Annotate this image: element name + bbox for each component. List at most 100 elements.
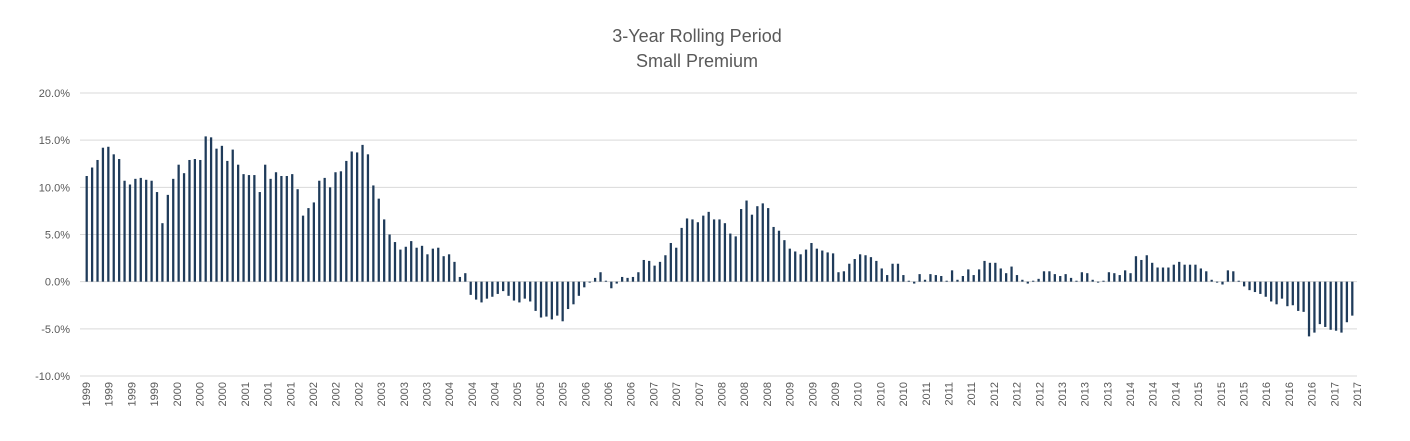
bar xyxy=(967,269,970,282)
bar xyxy=(123,180,126,282)
bar xyxy=(1194,264,1197,282)
bar xyxy=(1080,272,1083,282)
bar xyxy=(361,144,364,282)
x-tick-label: 2001 xyxy=(240,382,252,406)
bar xyxy=(956,279,959,282)
bar xyxy=(220,145,224,282)
bar xyxy=(875,260,878,282)
bar xyxy=(437,247,440,282)
bar xyxy=(572,281,575,305)
bar xyxy=(729,233,732,282)
bar xyxy=(1091,279,1094,282)
bar xyxy=(680,227,683,282)
bar xyxy=(426,254,429,282)
bar xyxy=(972,275,975,282)
bar xyxy=(1021,279,1024,282)
bar xyxy=(1005,273,1008,282)
bar xyxy=(339,171,343,282)
bar xyxy=(994,262,997,282)
bar xyxy=(307,208,310,282)
bar xyxy=(101,147,105,282)
x-tick-label: 2002 xyxy=(308,382,320,406)
bar xyxy=(512,281,516,301)
bar xyxy=(767,208,770,282)
x-tick-label: 2011 xyxy=(921,382,933,406)
x-tick-label: 2017 xyxy=(1329,382,1341,406)
bar xyxy=(1253,281,1257,293)
bar xyxy=(269,178,272,282)
bar xyxy=(783,240,786,282)
bar xyxy=(1199,268,1202,282)
bar xyxy=(1280,281,1284,299)
bar xyxy=(1188,264,1192,282)
x-tick-label: 2013 xyxy=(1102,382,1114,406)
x-tick-label: 2015 xyxy=(1193,382,1205,406)
bar xyxy=(145,179,148,282)
bar xyxy=(988,262,992,282)
bar xyxy=(107,146,110,282)
bar xyxy=(961,276,965,282)
bar xyxy=(264,164,267,282)
bar xyxy=(1237,280,1240,282)
bar xyxy=(1334,281,1338,331)
x-tick-label: 2011 xyxy=(966,382,978,406)
bar xyxy=(831,253,835,282)
bar xyxy=(399,249,402,282)
bar xyxy=(794,251,797,282)
x-tick-label: 2010 xyxy=(853,382,865,406)
x-tick-label: 2016 xyxy=(1261,382,1273,406)
bar xyxy=(761,203,764,282)
bar xyxy=(280,176,283,282)
bar xyxy=(1102,280,1105,282)
bar xyxy=(502,281,505,292)
bar xyxy=(821,250,824,282)
x-tick-label: 2005 xyxy=(512,382,524,406)
bar xyxy=(723,223,727,282)
x-tick-label: 2004 xyxy=(444,382,456,406)
bar xyxy=(745,200,748,282)
y-tick-label: -5.0% xyxy=(41,324,70,336)
bar xyxy=(166,194,169,282)
bar xyxy=(934,275,937,282)
bar xyxy=(491,281,494,297)
x-tick-label: 2014 xyxy=(1125,382,1137,406)
x-tick-label: 2005 xyxy=(558,382,570,406)
x-tick-label: 2009 xyxy=(830,382,842,406)
bar xyxy=(869,257,873,282)
x-tick-label: 2006 xyxy=(626,382,638,406)
bar xyxy=(1134,256,1138,282)
bar xyxy=(383,219,386,282)
bar xyxy=(707,211,710,282)
bars xyxy=(85,136,1354,337)
bar xyxy=(902,275,905,282)
x-tick-label: 2009 xyxy=(807,382,819,406)
bar xyxy=(599,272,602,282)
bar xyxy=(1264,281,1267,297)
bar xyxy=(1329,281,1332,330)
bar xyxy=(1037,278,1040,282)
bar xyxy=(804,249,808,282)
y-tick-label: 10.0% xyxy=(39,182,70,194)
bar xyxy=(274,172,278,282)
bar xyxy=(345,160,348,282)
bar xyxy=(1086,273,1089,282)
bar xyxy=(815,248,818,282)
bar xyxy=(469,281,472,295)
bar xyxy=(1107,272,1111,282)
x-tick-label: 2014 xyxy=(1148,382,1160,406)
bar xyxy=(583,281,586,288)
bar xyxy=(134,178,137,282)
bar xyxy=(1129,273,1132,282)
bar xyxy=(534,281,537,311)
bar xyxy=(950,270,954,282)
x-tick-label: 2013 xyxy=(1057,382,1069,406)
bar xyxy=(777,230,781,282)
bar xyxy=(756,206,759,282)
bar xyxy=(718,219,721,282)
bar xyxy=(810,242,813,282)
bar xyxy=(1015,275,1019,282)
x-tick-label: 2010 xyxy=(875,382,887,406)
bar xyxy=(642,259,645,282)
bar xyxy=(577,281,581,296)
bar xyxy=(615,281,618,284)
